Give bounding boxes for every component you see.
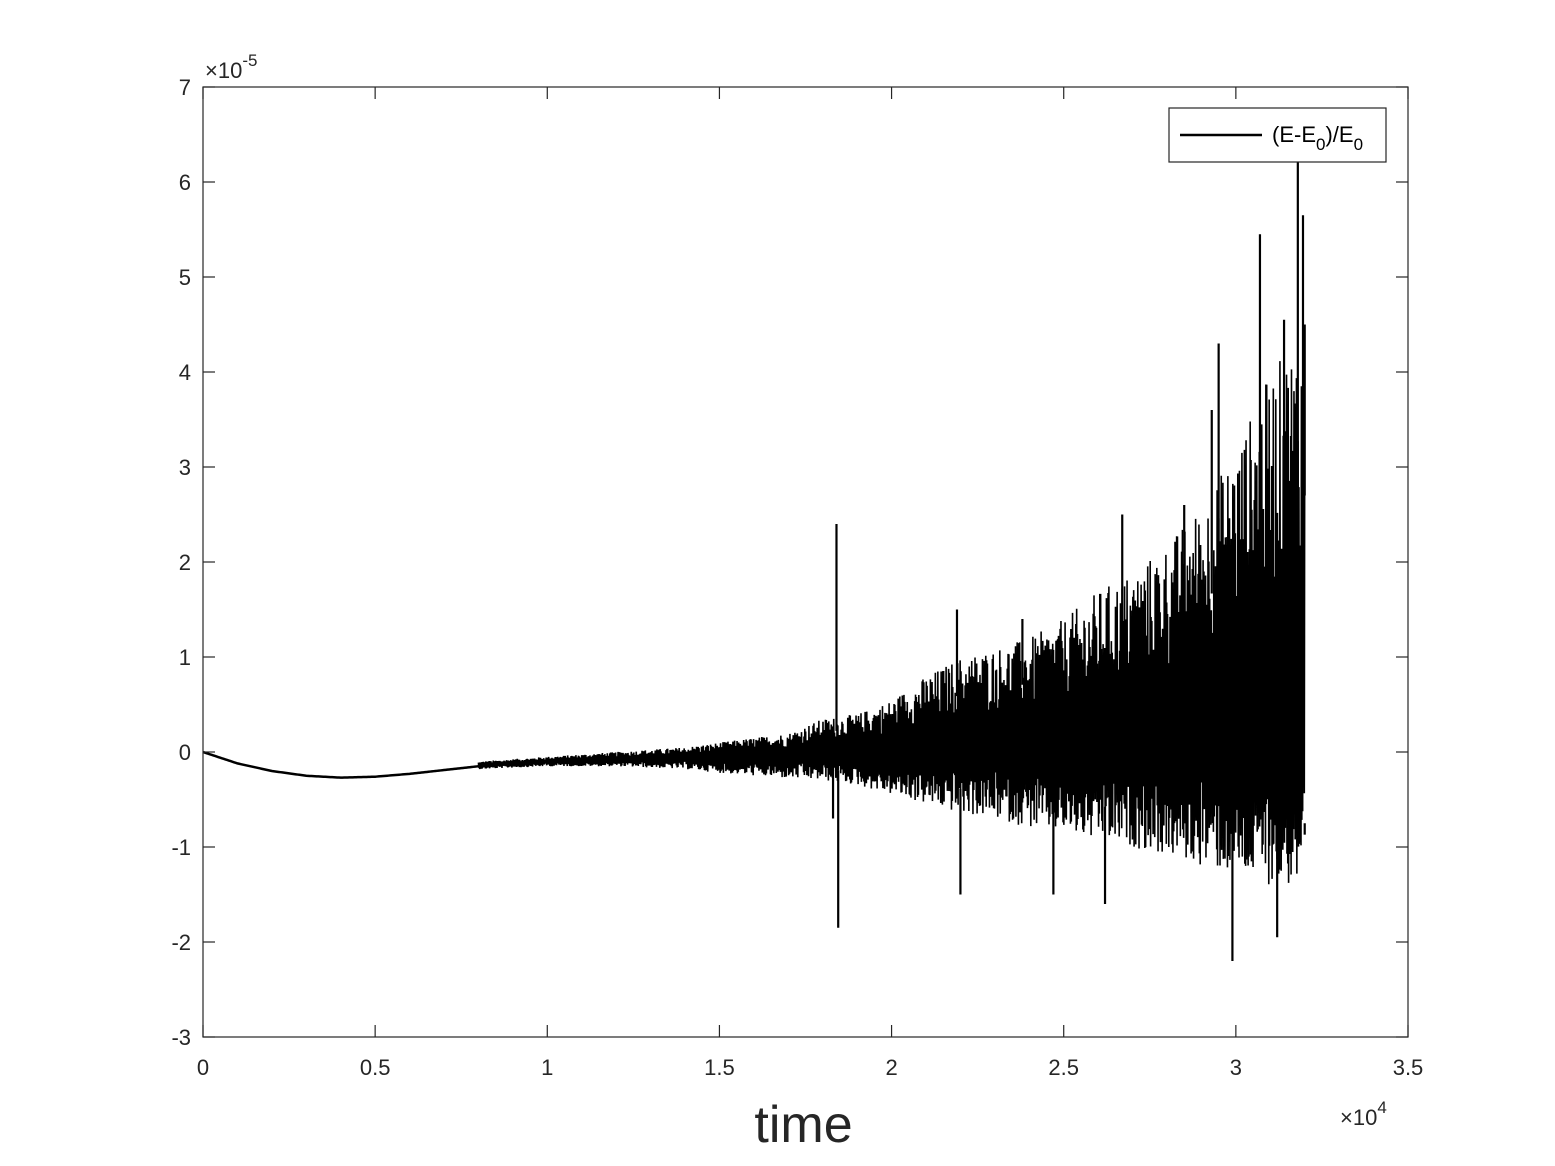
x-tick-label: 3.5 (1393, 1055, 1424, 1080)
series-oscillation-line (477, 361, 1306, 885)
x-tick-label: 0.5 (360, 1055, 391, 1080)
y-tick-label: 6 (179, 170, 191, 195)
y-tick-label: 4 (179, 360, 191, 385)
y-tick-label: 3 (179, 455, 191, 480)
y-tick-label: 1 (179, 645, 191, 670)
x-tick-label: 0 (197, 1055, 209, 1080)
legend-label-part-b: )/E (1325, 122, 1353, 147)
y-tick-label: 7 (179, 75, 191, 100)
y-exponent-label: ×10-5 (205, 51, 257, 83)
x-tick-label: 2 (885, 1055, 897, 1080)
x-tick-label: 3 (1230, 1055, 1242, 1080)
y-tick-label: -2 (171, 930, 191, 955)
y-exponent-power: -5 (242, 51, 257, 70)
x-exponent-label: ×104 (1340, 1098, 1387, 1130)
ticks-layer: 0 0.5 1 1.5 2 2.5 3 3.5 -3 -2 -1 0 1 2 3 4 5 6 7 (171, 75, 1423, 1080)
series-layer (202, 153, 1306, 961)
series-baseline-line (202, 750, 495, 779)
legend-label-part-a: (E-E (1272, 122, 1316, 147)
y-tick-label: 0 (179, 740, 191, 765)
y-tick-label: 5 (179, 265, 191, 290)
x-tick-label: 1.5 (704, 1055, 735, 1080)
legend-label-sub2: 0 (1354, 135, 1363, 154)
legend-entry-label: (E-E0)/E0 (1272, 122, 1363, 154)
x-tick-label: 1 (541, 1055, 553, 1080)
y-tick-label: -3 (171, 1025, 191, 1050)
x-axis-title: time (754, 1096, 852, 1154)
legend-label-sub1: 0 (1316, 135, 1325, 154)
y-exponent-prefix: ×10 (205, 58, 242, 83)
x-tick-label: 2.5 (1048, 1055, 1079, 1080)
y-tick-label: 2 (179, 550, 191, 575)
y-tick-label: -1 (171, 835, 191, 860)
legend: (E-E0)/E0 (1168, 107, 1387, 163)
x-exponent-prefix: ×10 (1340, 1105, 1377, 1130)
x-exponent-power: 4 (1377, 1098, 1386, 1117)
